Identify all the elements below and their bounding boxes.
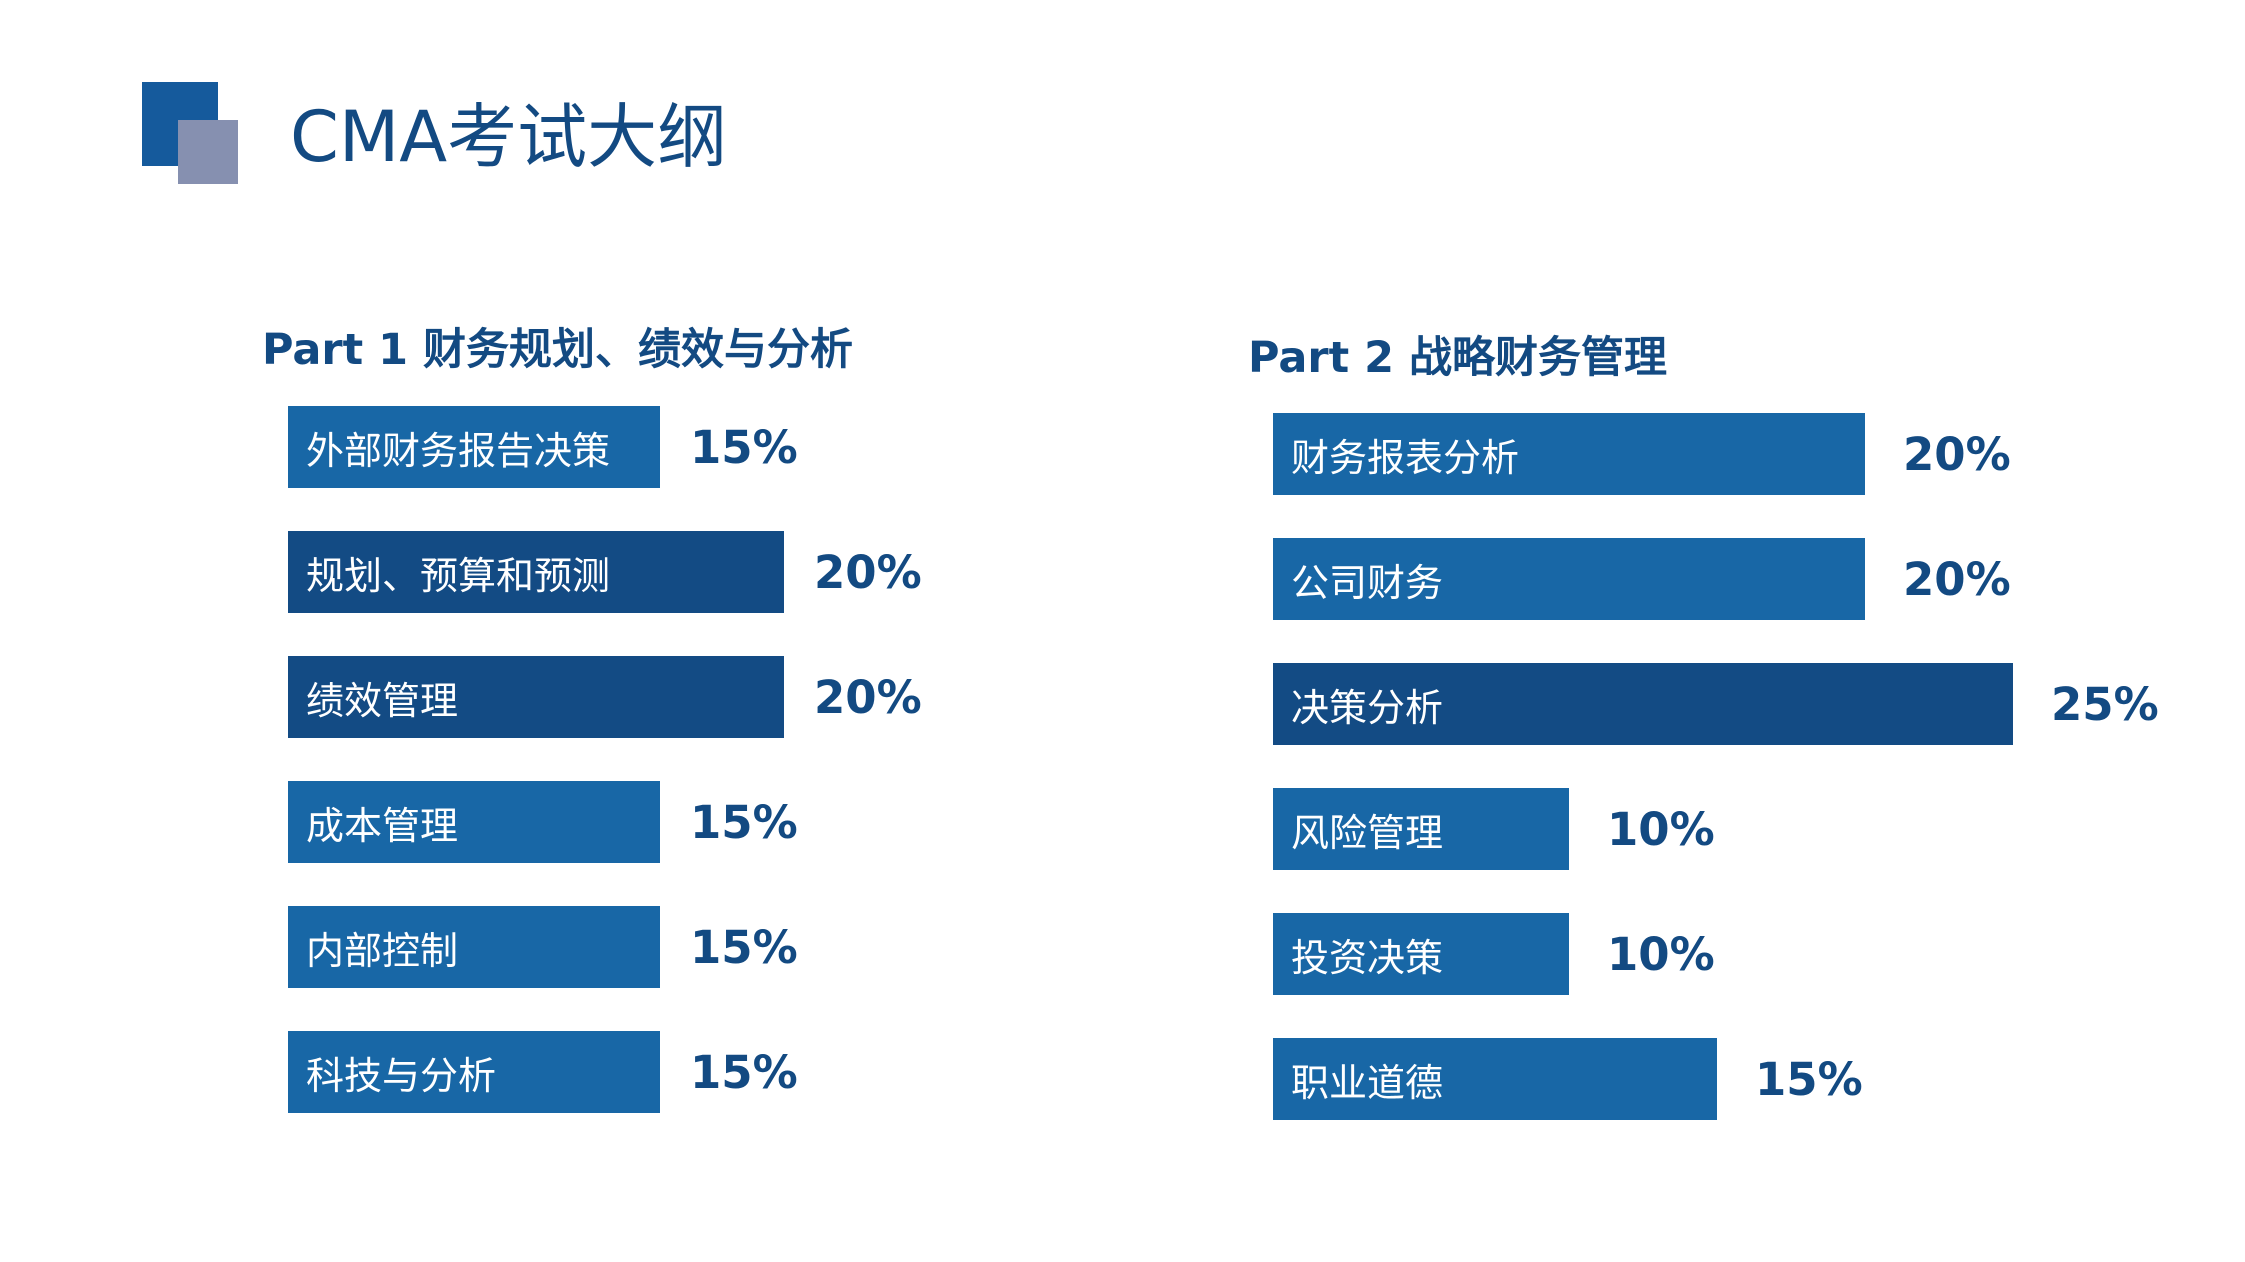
bar-value-label-1-4: 15% <box>690 796 798 849</box>
bar-category-label: 成本管理 <box>306 803 459 848</box>
bar-value-label-2-2: 20% <box>1903 553 2011 606</box>
chart-title-part2: Part 2 战略财务管理 <box>1248 333 1667 383</box>
logo-square-light <box>178 120 238 184</box>
bar-category-label: 职业道德 <box>1291 1060 1444 1105</box>
bar-2-1: 财务报表分析 <box>1273 413 1865 495</box>
bar-category-label: 科技与分析 <box>306 1053 497 1098</box>
bar-2-3: 决策分析 <box>1273 663 2013 745</box>
bar-value-label-1-1: 15% <box>690 421 798 474</box>
bar-value-label-2-4: 10% <box>1607 803 1715 856</box>
bar-category-label: 财务报表分析 <box>1291 435 1520 480</box>
bar-value-label-1-3: 20% <box>814 671 922 724</box>
bar-value-label-2-1: 20% <box>1903 428 2011 481</box>
bar-value-label-2-3: 25% <box>2051 678 2159 731</box>
bar-2-4: 风险管理 <box>1273 788 1569 870</box>
chart-title-part1: Part 1 财务规划、绩效与分析 <box>262 325 853 375</box>
bar-1-4: 成本管理 <box>288 781 660 863</box>
bar-category-label: 绩效管理 <box>306 678 459 723</box>
bar-value-label-1-5: 15% <box>690 921 798 974</box>
bar-value-label-2-6: 15% <box>1755 1053 1863 1106</box>
bar-category-label: 规划、预算和预测 <box>306 553 611 598</box>
bar-1-3: 绩效管理 <box>288 656 784 738</box>
page-title: CMA考试大纲 <box>290 96 728 178</box>
bar-1-2: 规划、预算和预测 <box>288 531 784 613</box>
bar-category-label: 投资决策 <box>1291 935 1444 980</box>
bar-value-label-1-6: 15% <box>690 1046 798 1099</box>
bar-2-2: 公司财务 <box>1273 538 1865 620</box>
bar-category-label: 外部财务报告决策 <box>306 428 611 473</box>
bar-value-label-2-5: 10% <box>1607 928 1715 981</box>
bar-2-5: 投资决策 <box>1273 913 1569 995</box>
bar-1-5: 内部控制 <box>288 906 660 988</box>
bar-category-label: 内部控制 <box>306 928 459 973</box>
bar-category-label: 风险管理 <box>1291 810 1444 855</box>
bar-value-label-1-2: 20% <box>814 546 922 599</box>
bar-category-label: 公司财务 <box>1291 560 1444 605</box>
logo-squares <box>142 82 238 184</box>
bar-1-1: 外部财务报告决策 <box>288 406 660 488</box>
bar-category-label: 决策分析 <box>1291 685 1444 730</box>
bar-1-6: 科技与分析 <box>288 1031 660 1113</box>
bar-2-6: 职业道德 <box>1273 1038 1717 1120</box>
